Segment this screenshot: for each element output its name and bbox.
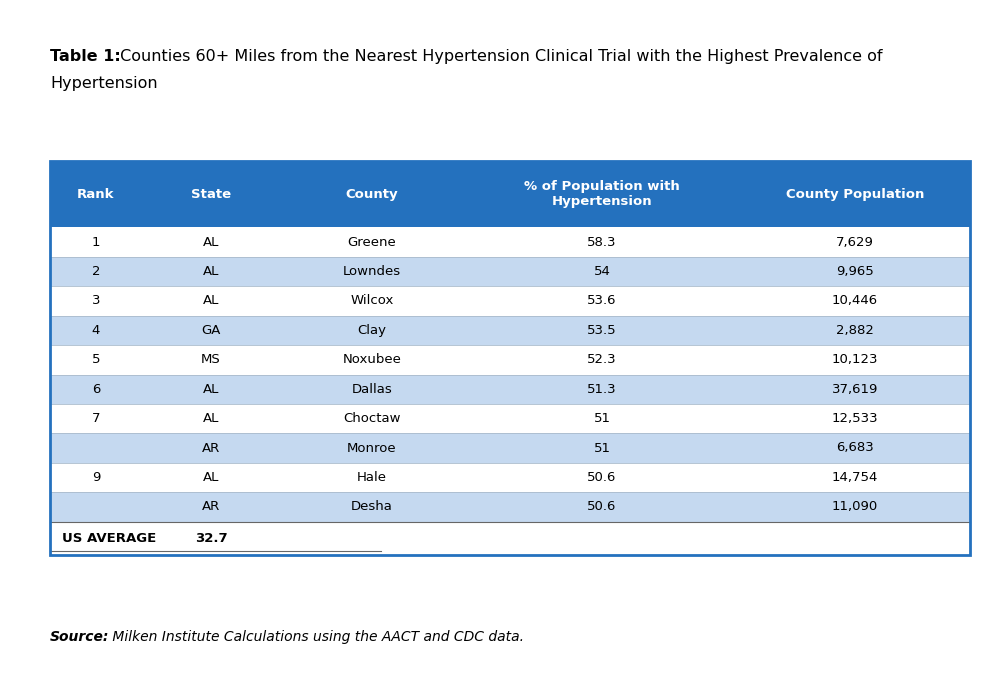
Text: Desha: Desha bbox=[351, 500, 393, 513]
Text: 53.5: 53.5 bbox=[587, 324, 617, 337]
Text: 2: 2 bbox=[92, 265, 100, 278]
Text: State: State bbox=[191, 188, 231, 201]
Text: 6: 6 bbox=[92, 383, 100, 395]
Text: 51.3: 51.3 bbox=[587, 383, 617, 395]
Text: Hypertension: Hypertension bbox=[50, 76, 158, 90]
Text: Rank: Rank bbox=[77, 188, 115, 201]
Text: 14,754: 14,754 bbox=[832, 471, 878, 484]
Text: 9: 9 bbox=[92, 471, 100, 484]
Text: AL: AL bbox=[203, 265, 219, 278]
Text: 53.6: 53.6 bbox=[587, 295, 617, 307]
Text: 7,629: 7,629 bbox=[836, 236, 874, 248]
Text: AL: AL bbox=[203, 295, 219, 307]
Text: 10,123: 10,123 bbox=[832, 354, 878, 366]
Text: 11,090: 11,090 bbox=[832, 500, 878, 513]
Text: 4: 4 bbox=[92, 324, 100, 337]
Text: 3: 3 bbox=[92, 295, 100, 307]
Text: Counties 60+ Miles from the Nearest Hypertension Clinical Trial with the Highest: Counties 60+ Miles from the Nearest Hype… bbox=[115, 49, 883, 64]
Text: MS: MS bbox=[201, 354, 221, 366]
Text: 1: 1 bbox=[92, 236, 100, 248]
Text: 12,533: 12,533 bbox=[832, 412, 878, 425]
Text: Hale: Hale bbox=[357, 471, 387, 484]
Text: 32.7: 32.7 bbox=[195, 532, 227, 545]
Text: 37,619: 37,619 bbox=[832, 383, 878, 395]
Text: Monroe: Monroe bbox=[347, 442, 397, 454]
Text: 9,965: 9,965 bbox=[836, 265, 874, 278]
Text: 51: 51 bbox=[594, 412, 610, 425]
Text: 5: 5 bbox=[92, 354, 100, 366]
Text: US AVERAGE: US AVERAGE bbox=[62, 532, 156, 545]
Text: Table 1:: Table 1: bbox=[50, 49, 121, 64]
Text: 54: 54 bbox=[594, 265, 610, 278]
Text: AL: AL bbox=[203, 236, 219, 248]
Text: Source:: Source: bbox=[50, 630, 109, 644]
Text: Greene: Greene bbox=[348, 236, 396, 248]
Text: 51: 51 bbox=[594, 442, 610, 454]
Text: AL: AL bbox=[203, 383, 219, 395]
Text: 50.6: 50.6 bbox=[587, 471, 617, 484]
Text: County Population: County Population bbox=[786, 188, 924, 201]
Text: % of Population with
Hypertension: % of Population with Hypertension bbox=[524, 180, 680, 209]
Text: Dallas: Dallas bbox=[352, 383, 392, 395]
Text: Choctaw: Choctaw bbox=[343, 412, 401, 425]
Text: AL: AL bbox=[203, 412, 219, 425]
Text: Lowndes: Lowndes bbox=[343, 265, 401, 278]
Text: AR: AR bbox=[202, 500, 220, 513]
Text: AR: AR bbox=[202, 442, 220, 454]
Text: GA: GA bbox=[201, 324, 221, 337]
Text: 2,882: 2,882 bbox=[836, 324, 874, 337]
Text: 50.6: 50.6 bbox=[587, 500, 617, 513]
Text: County: County bbox=[346, 188, 398, 201]
Text: Clay: Clay bbox=[358, 324, 386, 337]
Text: AL: AL bbox=[203, 471, 219, 484]
Text: 58.3: 58.3 bbox=[587, 236, 617, 248]
Text: Milken Institute Calculations using the AACT and CDC data.: Milken Institute Calculations using the … bbox=[108, 630, 524, 644]
Text: Noxubee: Noxubee bbox=[343, 354, 401, 366]
Text: 6,683: 6,683 bbox=[836, 442, 874, 454]
Text: 7: 7 bbox=[92, 412, 100, 425]
Text: Wilcox: Wilcox bbox=[350, 295, 394, 307]
Text: 10,446: 10,446 bbox=[832, 295, 878, 307]
Text: 52.3: 52.3 bbox=[587, 354, 617, 366]
